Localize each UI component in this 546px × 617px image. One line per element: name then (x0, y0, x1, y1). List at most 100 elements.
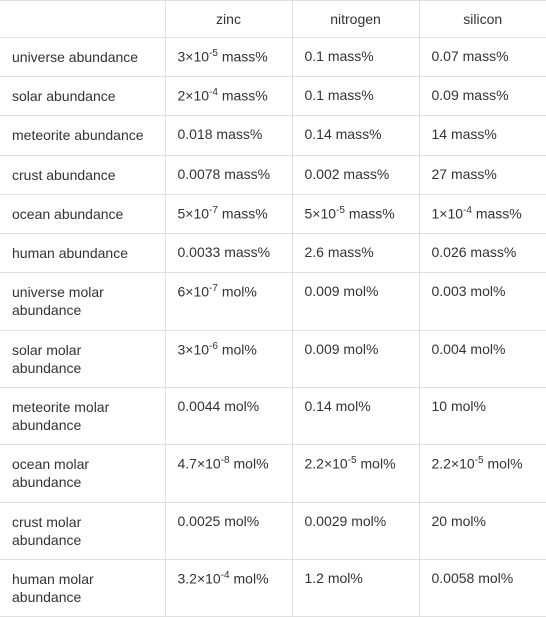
cell-base: 3×10 (178, 49, 210, 65)
cell-unit: mol% (218, 341, 257, 357)
cell-silicon: 0.026 mass% (419, 233, 546, 272)
cell-unit: mol% (230, 571, 269, 587)
cell-value: 2.6 mass% (305, 244, 374, 260)
cell-silicon: 10 mol% (419, 387, 546, 444)
row-label: meteorite abundance (0, 116, 165, 155)
cell-zinc: 0.0044 mol% (165, 387, 292, 444)
table-row: human molar abundance3.2×10-4 mol%1.2 mo… (0, 560, 546, 617)
row-label: ocean molar abundance (0, 445, 165, 502)
cell-exponent: -5 (475, 455, 484, 466)
cell-exponent: -6 (209, 341, 218, 352)
row-label: universe abundance (0, 38, 165, 77)
cell-unit: mass% (472, 205, 522, 221)
row-label: universe molar abundance (0, 273, 165, 330)
cell-exponent: -8 (221, 455, 230, 466)
cell-silicon: 14 mass% (419, 116, 546, 155)
table-row: meteorite abundance 0.018 mass% 0.14 mass%… (0, 116, 546, 155)
cell-zinc: 0.018 mass% (165, 116, 292, 155)
cell-base: 1×10 (432, 205, 464, 221)
cell-value: 20 mol% (432, 513, 486, 529)
cell-base: 4.7×10 (178, 456, 221, 472)
cell-value: 0.026 mass% (432, 244, 517, 260)
header-silicon: silicon (419, 1, 546, 38)
cell-value: 14 mass% (432, 126, 497, 142)
cell-exponent: -4 (463, 205, 472, 216)
abundance-table: zinc nitrogen silicon universe abundance… (0, 0, 546, 617)
cell-silicon: 0.0058 mol% (419, 560, 546, 617)
cell-value: 0.0033 mass% (178, 244, 271, 260)
row-label: human molar abundance (0, 560, 165, 617)
cell-nitrogen: 1.2 mol% (292, 560, 419, 617)
cell-value: 0.0044 mol% (178, 398, 260, 414)
cell-value: 0.1 mass% (305, 48, 374, 64)
cell-nitrogen: 0.1 mass% (292, 77, 419, 116)
table-row: ocean molar abundance4.7×10-8 mol%2.2×10… (0, 445, 546, 502)
cell-unit: mol% (218, 284, 257, 300)
cell-zinc: 3×10-5 mass% (165, 38, 292, 77)
cell-nitrogen: 0.14 mol% (292, 387, 419, 444)
cell-silicon: 0.07 mass% (419, 38, 546, 77)
cell-exponent: -4 (221, 570, 230, 581)
cell-value: 0.009 mol% (305, 283, 379, 299)
cell-base: 5×10 (178, 205, 210, 221)
cell-nitrogen: 0.009 mol% (292, 273, 419, 330)
header-zinc: zinc (165, 1, 292, 38)
cell-unit: mol% (230, 456, 269, 472)
cell-zinc: 0.0025 mol% (165, 502, 292, 559)
cell-unit: mass% (218, 49, 268, 65)
cell-nitrogen: 0.009 mol% (292, 330, 419, 387)
table-row: universe abundance3×10-5 mass%0.1 mass%0… (0, 38, 546, 77)
table-row: solar abundance2×10-4 mass%0.1 mass%0.09… (0, 77, 546, 116)
cell-base: 2.2×10 (432, 456, 475, 472)
cell-nitrogen: 5×10-5 mass% (292, 194, 419, 233)
cell-unit: mass% (218, 205, 268, 221)
cell-value: 0.0058 mol% (432, 570, 514, 586)
cell-silicon: 0.003 mol% (419, 273, 546, 330)
table-body: universe abundance3×10-5 mass%0.1 mass%0… (0, 38, 546, 617)
table-row: crust molar abundance 0.0025 mol% 0.0029 m… (0, 502, 546, 559)
cell-value: 0.1 mass% (305, 87, 374, 103)
row-label: meteorite molar abundance (0, 387, 165, 444)
cell-nitrogen: 2.2×10-5 mol% (292, 445, 419, 502)
cell-unit: mol% (484, 456, 523, 472)
cell-exponent: -5 (209, 48, 218, 59)
cell-value: 0.14 mol% (305, 398, 371, 414)
cell-nitrogen: 0.14 mass% (292, 116, 419, 155)
cell-base: 6×10 (178, 284, 210, 300)
cell-value: 0.0029 mol% (305, 513, 387, 529)
cell-unit: mass% (218, 88, 268, 104)
cell-base: 3.2×10 (178, 571, 221, 587)
cell-value: 0.018 mass% (178, 126, 263, 142)
row-label: solar molar abundance (0, 330, 165, 387)
cell-nitrogen: 2.6 mass% (292, 233, 419, 272)
cell-value: 0.0078 mass% (178, 166, 271, 182)
cell-zinc: 5×10-7 mass% (165, 194, 292, 233)
cell-zinc: 4.7×10-8 mol% (165, 445, 292, 502)
table-row: ocean abundance5×10-7 mass%5×10-5 mass%1… (0, 194, 546, 233)
cell-zinc: 3×10-6 mol% (165, 330, 292, 387)
cell-exponent: -7 (209, 283, 218, 294)
cell-silicon: 27 mass% (419, 155, 546, 194)
cell-silicon: 0.004 mol% (419, 330, 546, 387)
row-label: crust molar abundance (0, 502, 165, 559)
table-row: human abundance 0.0033 mass% 2.6 mass% 0.02… (0, 233, 546, 272)
cell-value: 10 mol% (432, 398, 486, 414)
cell-value: 0.009 mol% (305, 341, 379, 357)
cell-value: 0.0025 mol% (178, 513, 260, 529)
cell-exponent: -5 (348, 455, 357, 466)
cell-value: 0.002 mass% (305, 166, 390, 182)
cell-exponent: -7 (209, 205, 218, 216)
cell-nitrogen: 0.002 mass% (292, 155, 419, 194)
cell-unit: mass% (345, 205, 395, 221)
cell-value: 1.2 mol% (305, 570, 363, 586)
row-label: ocean abundance (0, 194, 165, 233)
row-label: human abundance (0, 233, 165, 272)
cell-silicon: 20 mol% (419, 502, 546, 559)
cell-zinc: 3.2×10-4 mol% (165, 560, 292, 617)
table-row: solar molar abundance3×10-6 mol% 0.009 mo… (0, 330, 546, 387)
cell-zinc: 0.0078 mass% (165, 155, 292, 194)
cell-base: 2.2×10 (305, 456, 348, 472)
header-empty (0, 1, 165, 38)
table-row: meteorite molar abundance 0.0044 mol% 0.14… (0, 387, 546, 444)
cell-nitrogen: 0.1 mass% (292, 38, 419, 77)
